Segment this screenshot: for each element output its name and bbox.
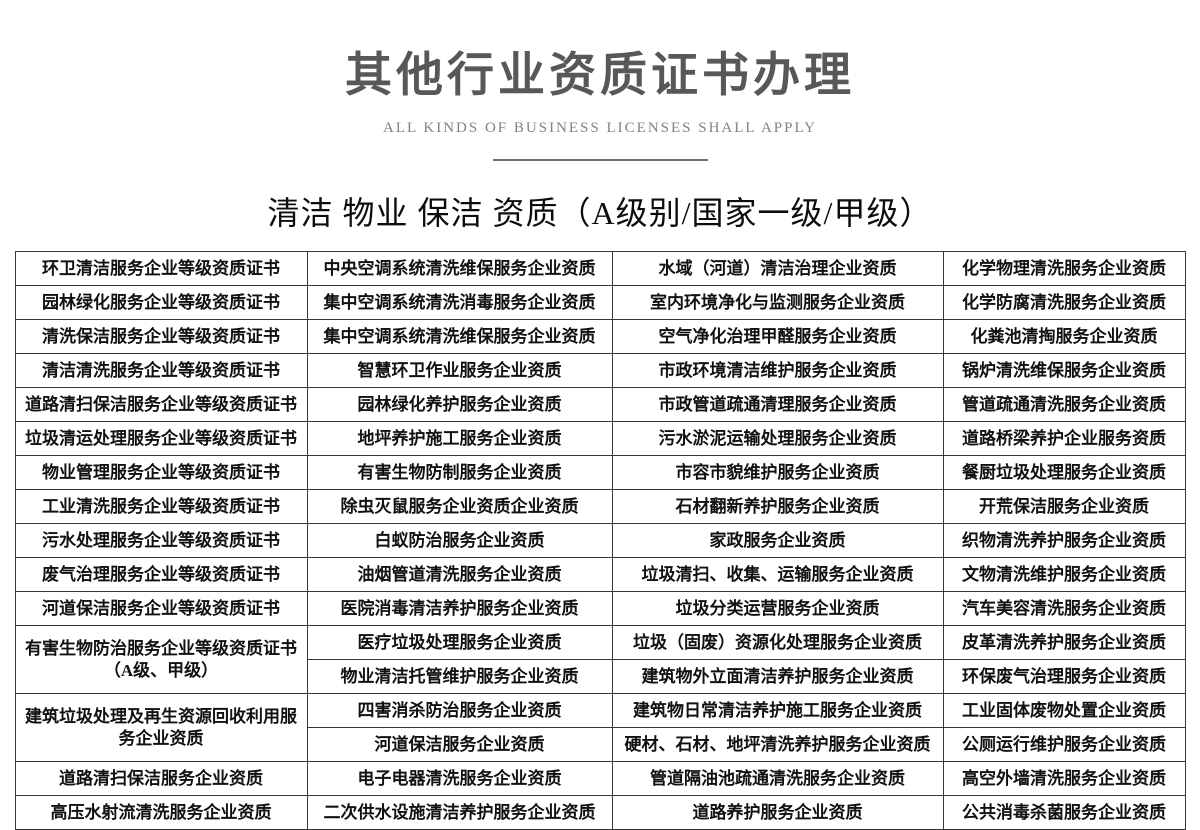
table-cell: 环保废气治理服务企业资质 (942, 659, 1186, 694)
page-title: 其他行业资质证书办理 (345, 48, 855, 101)
table-cell: 园林绿化养护服务企业资质 (306, 387, 613, 422)
table-cell-merged: 建筑垃圾处理及再生资源回收利用服务企业资质 (14, 693, 308, 762)
table-cell: 管道隔油池疏通清洗服务企业资质 (611, 761, 944, 796)
table-cell: 道路桥梁养护企业服务资质 (942, 421, 1186, 456)
table-cell: 高压水射流清洗服务企业资质 (14, 795, 308, 830)
table-cell: 污水淤泥运输处理服务企业资质 (611, 421, 944, 456)
page-subtitle: ALL KINDS OF BUSINESS LICENSES SHALL APP… (383, 120, 817, 136)
table-cell: 垃圾（固废）资源化处理服务企业资质 (611, 625, 944, 660)
table-cell: 工业固体废物处置企业资质 (942, 693, 1186, 728)
table-cell: 园林绿化服务企业等级资质证书 (14, 285, 308, 320)
table-cell: 集中空调系统清洗维保服务企业资质 (306, 319, 613, 354)
table-row: 物业清洁托管维护服务企业资质 建筑物外立面清洁养护服务企业资质 环保废气治理服务… (15, 659, 1186, 694)
table-cell: 家政服务企业资质 (611, 523, 944, 558)
table-row: 工业清洗服务企业等级资质证书 除虫灭鼠服务企业资质企业资质 石材翻新养护服务企业… (14, 489, 1186, 524)
table-cell: 集中空调系统清洗消毒服务企业资质 (306, 285, 613, 320)
table-cell: 公共消毒杀菌服务企业资质 (942, 795, 1186, 830)
qualification-table: 环卫清洁服务企业等级资质证书 中央空调系统清洗维保服务企业资质 水域（河道）清洁… (14, 251, 1186, 830)
table-row: 清洁清洗服务企业等级资质证书 智慧环卫作业服务企业资质 市政环境清洁维护服务企业… (14, 353, 1186, 388)
table-cell: 管道疏通清洗服务企业资质 (942, 387, 1186, 422)
table-cell: 市容市貌维护服务企业资质 (611, 455, 944, 490)
table-row: 物业管理服务企业等级资质证书 有害生物防制服务企业资质 市容市貌维护服务企业资质… (14, 455, 1186, 490)
table-cell: 餐厨垃圾处理服务企业资质 (942, 455, 1186, 490)
table-cell: 空气净化治理甲醛服务企业资质 (611, 319, 944, 354)
table-row: 建筑垃圾处理及再生资源回收利用服务企业资质 四害消杀防治服务企业资质 建筑物日常… (14, 693, 1186, 762)
table-row: 有害生物防治服务企业等级资质证书 （A级、甲级） 医疗垃圾处理服务企业资质 垃圾… (14, 625, 1186, 694)
table-cell: 锅炉清洗维保服务企业资质 (942, 353, 1186, 388)
table-cell: 中央空调系统清洗维保服务企业资质 (306, 251, 613, 286)
table-cell: 智慧环卫作业服务企业资质 (306, 353, 613, 388)
table-cell: 清洗保洁服务企业等级资质证书 (14, 319, 308, 354)
section-heading: 清洁 物业 保洁 资质（A级别/国家一级/甲级） (267, 195, 933, 231)
table-cell: 物业清洁托管维护服务企业资质 (306, 659, 613, 694)
table-cell: 地坪养护施工服务企业资质 (306, 421, 613, 456)
table-cell: 四害消杀防治服务企业资质 (306, 693, 613, 728)
table-cell: 织物清洗养护服务企业资质 (942, 523, 1186, 558)
table-row: 园林绿化服务企业等级资质证书 集中空调系统清洗消毒服务企业资质 室内环境净化与监… (14, 285, 1186, 320)
table-cell: 化粪池清掏服务企业资质 (942, 319, 1186, 354)
table-cell: 垃圾清运处理服务企业等级资质证书 (14, 421, 308, 456)
table-cell: 高空外墙清洗服务企业资质 (942, 761, 1186, 796)
table-cell: 工业清洗服务企业等级资质证书 (14, 489, 308, 524)
table-cell: 道路清扫保洁服务企业等级资质证书 (14, 387, 308, 422)
table-cell: 皮革清洗养护服务企业资质 (942, 625, 1186, 660)
table-row: 道路清扫保洁服务企业等级资质证书 园林绿化养护服务企业资质 市政管道疏通清理服务… (14, 387, 1186, 422)
table-row: 高压水射流清洗服务企业资质 二次供水设施清洁养护服务企业资质 道路养护服务企业资… (14, 795, 1186, 830)
table-cell: 电子电器清洗服务企业资质 (306, 761, 613, 796)
table-cell: 开荒保洁服务企业资质 (942, 489, 1186, 524)
table-cell: 河道保洁服务企业资质 (306, 727, 613, 762)
table-row: 废气治理服务企业等级资质证书 油烟管道清洗服务企业资质 垃圾清扫、收集、运输服务… (14, 557, 1186, 592)
table-cell: 文物清洗维护服务企业资质 (942, 557, 1186, 592)
table-cell: 白蚁防治服务企业资质 (306, 523, 613, 558)
table-cell: 有害生物防制服务企业资质 (306, 455, 613, 490)
table-row: 道路清扫保洁服务企业资质 电子电器清洗服务企业资质 管道隔油池疏通清洗服务企业资… (14, 761, 1186, 796)
table-row: 垃圾清运处理服务企业等级资质证书 地坪养护施工服务企业资质 污水淤泥运输处理服务… (14, 421, 1186, 456)
table-cell: 市政管道疏通清理服务企业资质 (611, 387, 944, 422)
table-cell: 垃圾分类运营服务企业资质 (611, 591, 944, 626)
table-row: 清洗保洁服务企业等级资质证书 集中空调系统清洗维保服务企业资质 空气净化治理甲醛… (14, 319, 1186, 354)
table-row: 河道保洁服务企业等级资质证书 医院消毒清洁养护服务企业资质 垃圾分类运营服务企业… (14, 591, 1186, 626)
table-cell: 道路养护服务企业资质 (611, 795, 944, 830)
table-cell: 市政环境清洁维护服务企业资质 (611, 353, 944, 388)
table-row: 污水处理服务企业等级资质证书 白蚁防治服务企业资质 家政服务企业资质 织物清洗养… (14, 523, 1186, 558)
table-cell: 废气治理服务企业等级资质证书 (14, 557, 308, 592)
table-cell: 清洁清洗服务企业等级资质证书 (14, 353, 308, 388)
header-divider-line (492, 159, 708, 161)
table-cell: 汽车美容清洗服务企业资质 (942, 591, 1186, 626)
table-cell: 公厕运行维护服务企业资质 (942, 727, 1186, 762)
table-cell: 化学防腐清洗服务企业资质 (942, 285, 1186, 320)
table-cell: 石材翻新养护服务企业资质 (611, 489, 944, 524)
table-cell-merged: 有害生物防治服务企业等级资质证书 （A级、甲级） (14, 625, 308, 694)
table-cell: 医疗垃圾处理服务企业资质 (306, 625, 613, 660)
table-row: 河道保洁服务企业资质 硬材、石材、地坪清洗养护服务企业资质 公厕运行维护服务企业… (15, 727, 1186, 762)
table-cell: 建筑物日常清洁养护施工服务企业资质 (611, 693, 944, 728)
table-cell: 二次供水设施清洁养护服务企业资质 (306, 795, 613, 830)
table-cell: 垃圾清扫、收集、运输服务企业资质 (611, 557, 944, 592)
table-cell: 污水处理服务企业等级资质证书 (14, 523, 308, 558)
page-header: 其他行业资质证书办理 ALL KINDS OF BUSINESS LICENSE… (0, 0, 1200, 161)
table-cell: 除虫灭鼠服务企业资质企业资质 (306, 489, 613, 524)
table-cell: 油烟管道清洗服务企业资质 (306, 557, 613, 592)
table-cell: 硬材、石材、地坪清洗养护服务企业资质 (611, 727, 944, 762)
table-cell: 建筑物外立面清洁养护服务企业资质 (611, 659, 944, 694)
table-cell: 化学物理清洗服务企业资质 (942, 251, 1186, 286)
table-cell: 物业管理服务企业等级资质证书 (14, 455, 308, 490)
table-cell: 环卫清洁服务企业等级资质证书 (14, 251, 308, 286)
table-cell: 室内环境净化与监测服务企业资质 (611, 285, 944, 320)
table-cell: 河道保洁服务企业等级资质证书 (14, 591, 308, 626)
table-cell: 医院消毒清洁养护服务企业资质 (306, 591, 613, 626)
table-cell: 水域（河道）清洁治理企业资质 (611, 251, 944, 286)
table-row: 环卫清洁服务企业等级资质证书 中央空调系统清洗维保服务企业资质 水域（河道）清洁… (14, 251, 1186, 286)
table-cell: 道路清扫保洁服务企业资质 (14, 761, 308, 796)
